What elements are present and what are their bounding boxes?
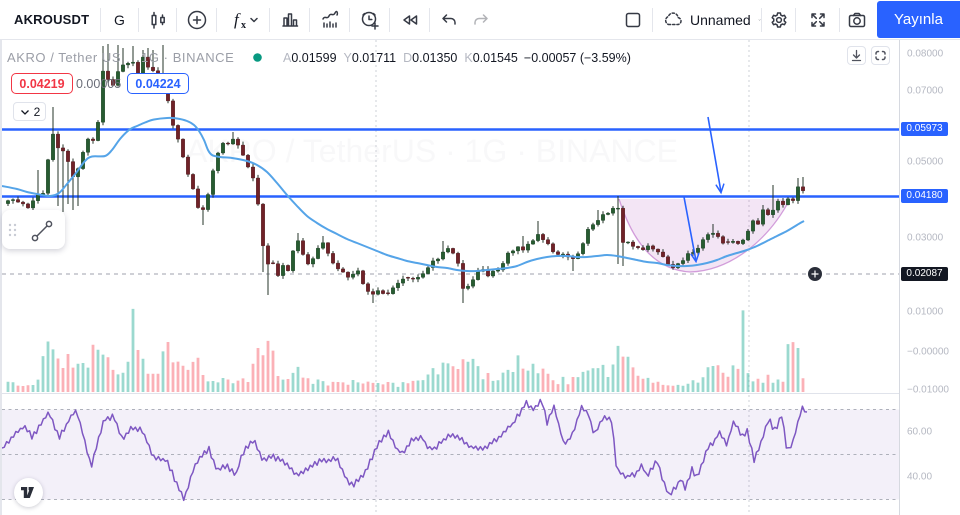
svg-text:f: f — [234, 10, 241, 29]
svg-text:AKRO / TetherUS · 1G · BINANCE: AKRO / TetherUS · 1G · BINANCE — [186, 133, 678, 169]
svg-text:x: x — [241, 20, 246, 31]
